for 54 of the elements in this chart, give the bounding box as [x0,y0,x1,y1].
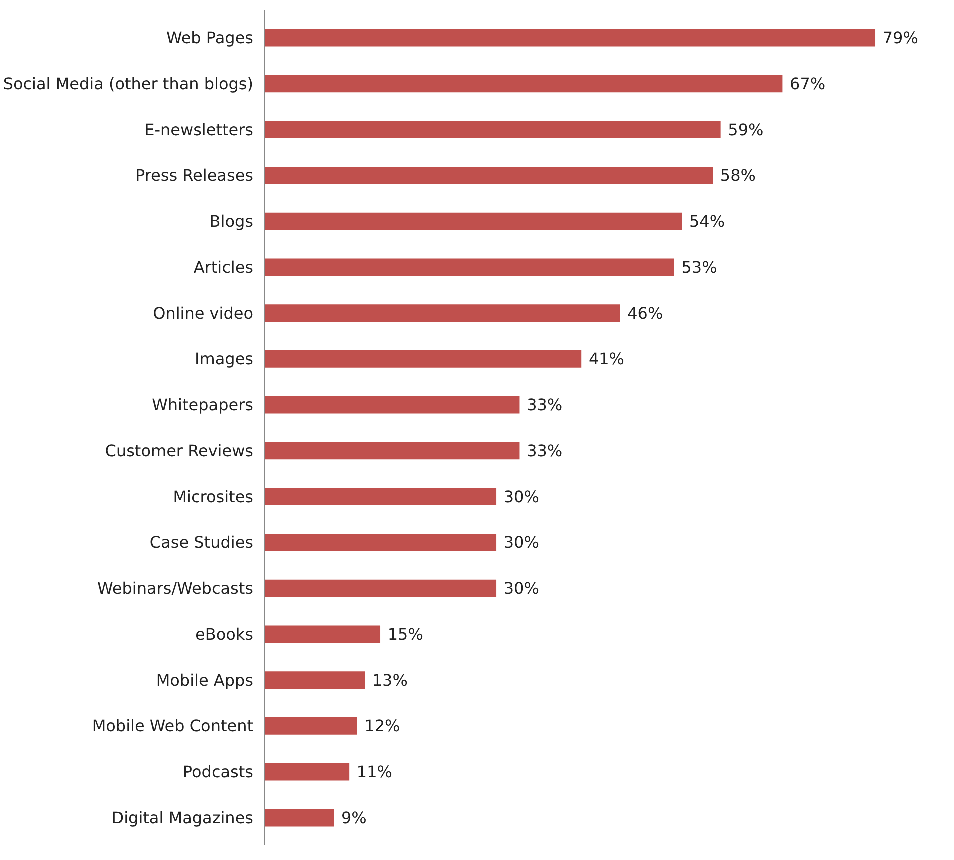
data-label: 54% [689,212,726,232]
y-tick-label: Whitepapers [152,396,254,415]
bar [264,488,497,506]
bar [264,350,582,368]
y-tick-label: Images [195,350,254,369]
bar [264,809,334,827]
data-label: 30% [504,579,540,598]
data-label: 30% [504,533,540,552]
data-label: 15% [388,624,424,644]
bar [264,258,674,276]
y-tick-label: Press Releases [135,166,254,186]
y-tick-label: Digital Magazines [112,808,254,828]
y-tick-label: Online video [153,304,254,323]
y-tick-label: Case Studies [150,533,254,552]
data-label: 41% [588,350,624,369]
data-label: 33% [527,396,563,415]
y-tick-label: Webinars/Webcasts [97,579,254,598]
y-tick-label: Mobile Apps [156,670,254,690]
data-label: 30% [504,487,540,506]
bar [264,29,876,47]
data-label: 13% [372,670,408,690]
data-label: 9% [341,808,367,828]
y-tick-label: Social Media (other than blogs) [3,74,254,94]
data-label: 46% [628,304,664,323]
bar [264,75,783,93]
y-tick-label: Podcasts [182,762,254,782]
bar [264,626,381,644]
data-label: 79% [882,28,918,48]
bar [264,717,358,735]
bar [264,763,350,781]
bar [264,672,366,690]
bar [264,580,497,598]
bar [264,534,497,552]
bar [264,212,682,230]
data-label: 67% [790,74,826,94]
y-tick-label: E-newsletters [144,120,254,140]
bar [264,304,620,322]
data-label: 33% [527,441,563,460]
bar [264,442,520,460]
bar [264,396,520,414]
y-tick-label: Articles [194,258,254,277]
y-tick-label: Microsites [173,487,254,506]
bar [264,121,721,139]
y-tick-label: Mobile Web Content [92,716,254,736]
bar [264,166,714,184]
data-label: 59% [728,120,764,140]
data-label: 11% [356,762,392,782]
data-label: 53% [682,258,718,277]
data-label: 58% [720,166,756,186]
y-tick-label: eBooks [196,624,254,644]
y-tick-label: Blogs [210,212,254,232]
data-label: 12% [364,716,400,736]
y-tick-label: Customer Reviews [105,441,254,460]
y-tick-label: Web Pages [166,28,254,48]
